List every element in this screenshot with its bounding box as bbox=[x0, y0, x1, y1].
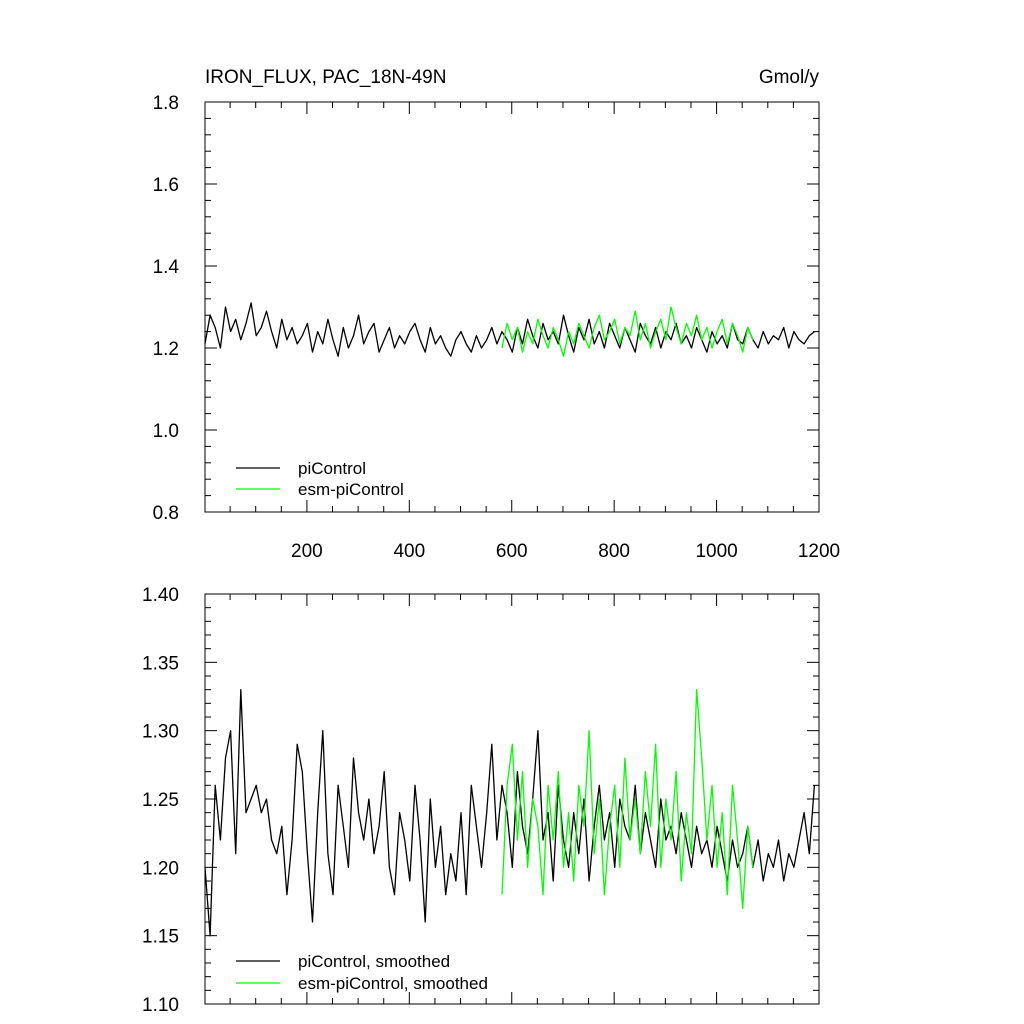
top-panel: IRON_FLUX, PAC_18N-49N Gmol/y 0.8 1.0 1.2 1… bbox=[153, 67, 841, 562]
top-legend: piControl esm-piControl bbox=[236, 459, 404, 499]
y-tick-label: 0.8 bbox=[153, 503, 179, 524]
x-tick-label: 400 bbox=[393, 541, 425, 562]
bottom-legend: piControl, smoothed esm-piControl, smoot… bbox=[236, 952, 488, 993]
top-units-label: Gmol/y bbox=[759, 67, 820, 88]
x-tick-label: 200 bbox=[291, 541, 323, 562]
y-tick-label: 1.0 bbox=[153, 421, 179, 442]
top-chart-title: IRON_FLUX, PAC_18N-49N bbox=[205, 67, 446, 88]
series-line-esm-picontrol-smoothed bbox=[501, 689, 754, 909]
y-tick-label: 1.25 bbox=[142, 790, 179, 811]
bottom-plot-frame bbox=[204, 593, 820, 1005]
top-y-ticks: 0.8 1.0 1.2 1.4 1.6 1.8 bbox=[153, 93, 819, 524]
y-tick-label: 1.10 bbox=[142, 995, 179, 1016]
legend-label-picontrol-smoothed: piControl, smoothed bbox=[298, 952, 450, 971]
legend-label-esm-picontrol-smoothed: esm-piControl, smoothed bbox=[298, 974, 488, 993]
bottom-x-ticks bbox=[229, 594, 820, 1004]
series-line-esm-picontrol bbox=[501, 306, 754, 357]
x-tick-label: 600 bbox=[496, 541, 528, 562]
y-tick-label: 1.20 bbox=[142, 858, 179, 879]
series-line-picontrol bbox=[204, 302, 815, 357]
series-line-picontrol-smoothed bbox=[204, 689, 816, 937]
y-tick-label: 1.4 bbox=[153, 257, 180, 278]
top-plot-frame bbox=[204, 101, 820, 513]
y-tick-label: 1.35 bbox=[142, 653, 179, 674]
x-tick-label: 1200 bbox=[798, 541, 840, 562]
legend-label-esm-picontrol: esm-piControl bbox=[298, 480, 404, 499]
top-x-ticks: 200 400 600 800 1000 1200 bbox=[229, 102, 840, 562]
y-tick-label: 1.30 bbox=[142, 722, 179, 743]
bottom-series-lines bbox=[204, 689, 816, 937]
y-tick-label: 1.8 bbox=[153, 93, 179, 114]
top-series-lines bbox=[204, 302, 815, 357]
x-tick-label: 1000 bbox=[695, 541, 737, 562]
y-tick-label: 1.40 bbox=[142, 585, 179, 606]
bottom-y-ticks: 1.10 1.15 1.20 1.25 1.30 1.35 1.40 bbox=[142, 585, 819, 1016]
y-tick-label: 1.15 bbox=[142, 927, 179, 948]
bottom-panel: 1.10 1.15 1.20 1.25 1.30 1.35 1.40 piControl, … bbox=[142, 585, 820, 1016]
legend-label-picontrol: piControl bbox=[298, 459, 366, 478]
y-tick-label: 1.6 bbox=[153, 175, 179, 196]
x-tick-label: 800 bbox=[598, 541, 630, 562]
y-tick-label: 1.2 bbox=[153, 339, 179, 360]
